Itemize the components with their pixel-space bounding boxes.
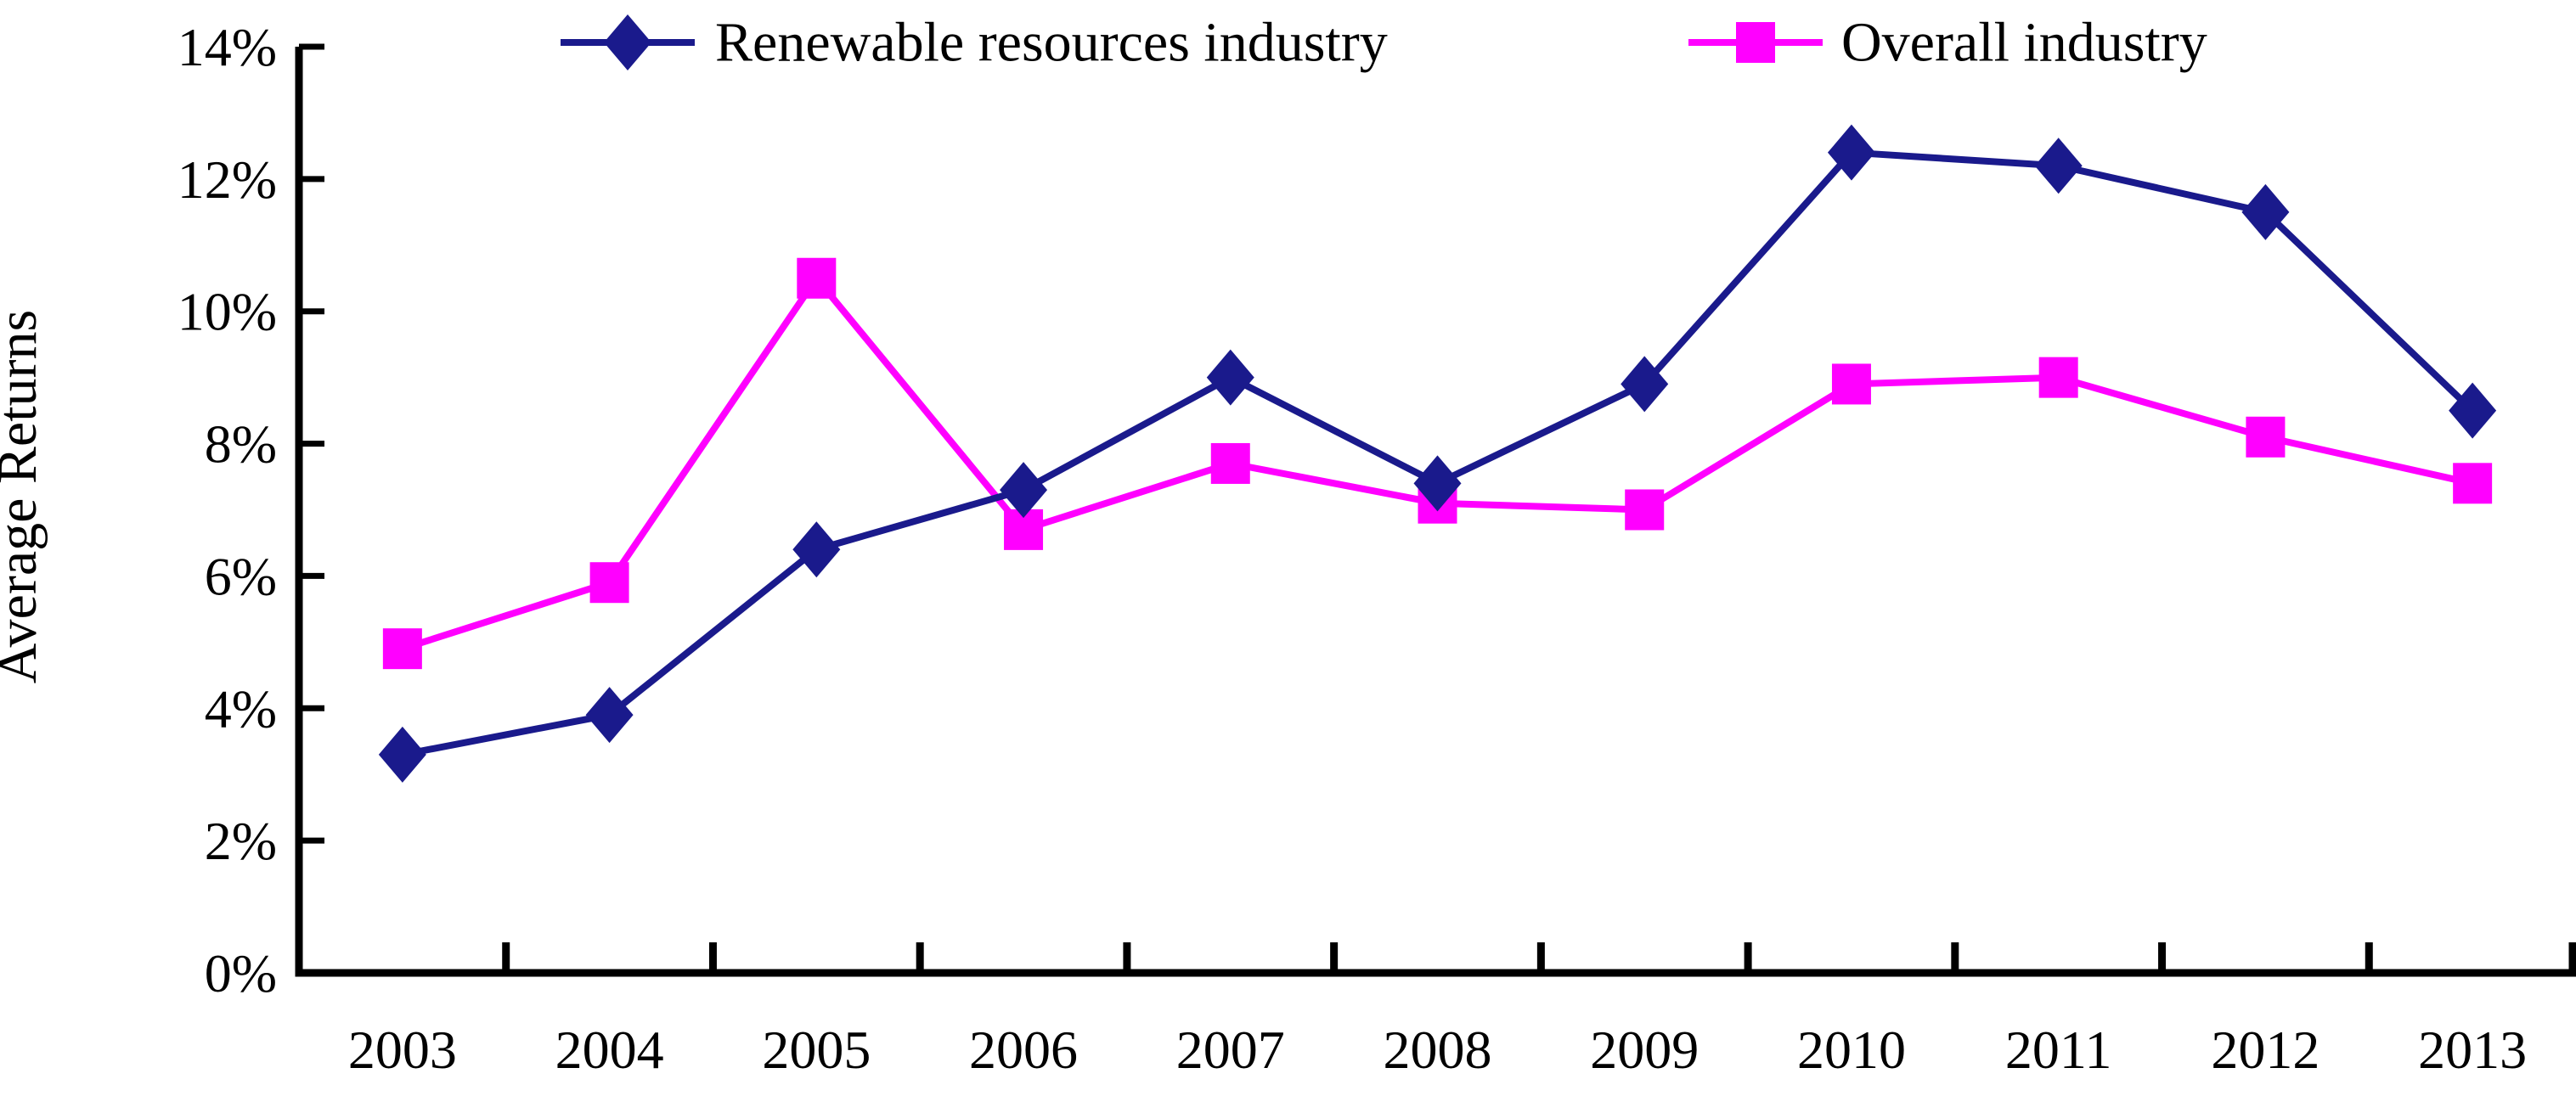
x-tick-label: 2008 xyxy=(1384,1020,1492,1080)
legend-renewable-diamond-marker xyxy=(604,14,651,70)
series-line-renewable xyxy=(402,149,2475,758)
data-point-overall-square-marker xyxy=(1210,442,1250,484)
data-point-renewable-diamond-marker xyxy=(585,687,634,744)
data-point-overall-square-marker xyxy=(2038,357,2078,398)
y-tick-label: 6% xyxy=(205,546,277,606)
data-point-renewable-diamond-marker xyxy=(378,726,426,783)
data-point-renewable-diamond-marker xyxy=(1827,124,1875,181)
x-tick-label: 2011 xyxy=(2005,1020,2112,1080)
data-point-overall-square-marker xyxy=(2246,416,2286,458)
legend-label-renewable: Renewable resources industry xyxy=(715,12,1388,74)
y-tick-label: 4% xyxy=(205,678,277,739)
x-tick-label: 2006 xyxy=(969,1020,1078,1080)
data-point-renewable-diamond-marker xyxy=(2449,382,2497,439)
data-point-overall-square-marker xyxy=(589,562,629,604)
x-tick-label: 2004 xyxy=(555,1020,664,1080)
x-tick-label: 2009 xyxy=(1590,1020,1699,1080)
y-tick-label: 14% xyxy=(178,17,277,77)
y-tick-label: 2% xyxy=(205,811,277,871)
data-point-overall-square-marker xyxy=(1831,363,1871,405)
data-point-renewable-diamond-marker xyxy=(2034,138,2083,194)
data-point-renewable-diamond-marker xyxy=(792,521,841,578)
y-tick-label: 0% xyxy=(205,943,277,1003)
legend-overall-square-marker xyxy=(1736,22,1775,63)
legend-label-overall: Overall industry xyxy=(1841,12,2207,74)
data-point-renewable-diamond-marker xyxy=(1621,356,1669,413)
x-tick-label: 2003 xyxy=(348,1020,457,1080)
x-tick-label: 2012 xyxy=(2211,1020,2320,1080)
data-point-overall-square-marker xyxy=(2453,463,2493,504)
data-point-overall-square-marker xyxy=(1625,489,1665,531)
y-axis-title: Average Returns xyxy=(0,310,48,683)
x-tick-label: 2005 xyxy=(762,1020,871,1080)
x-tick-label: 2010 xyxy=(1797,1020,1906,1080)
y-tick-label: 8% xyxy=(205,414,277,475)
data-point-overall-square-marker xyxy=(797,257,837,299)
x-tick-label: 2013 xyxy=(2418,1020,2527,1080)
x-tick-label: 2007 xyxy=(1176,1020,1285,1080)
data-point-overall-square-marker xyxy=(382,628,422,670)
data-point-renewable-diamond-marker xyxy=(2241,183,2290,240)
data-point-renewable-diamond-marker xyxy=(1000,462,1048,519)
data-point-renewable-diamond-marker xyxy=(1206,349,1254,406)
y-tick-label: 12% xyxy=(178,149,277,210)
data-point-renewable-diamond-marker xyxy=(1413,455,1462,512)
y-tick-label: 10% xyxy=(178,282,277,342)
